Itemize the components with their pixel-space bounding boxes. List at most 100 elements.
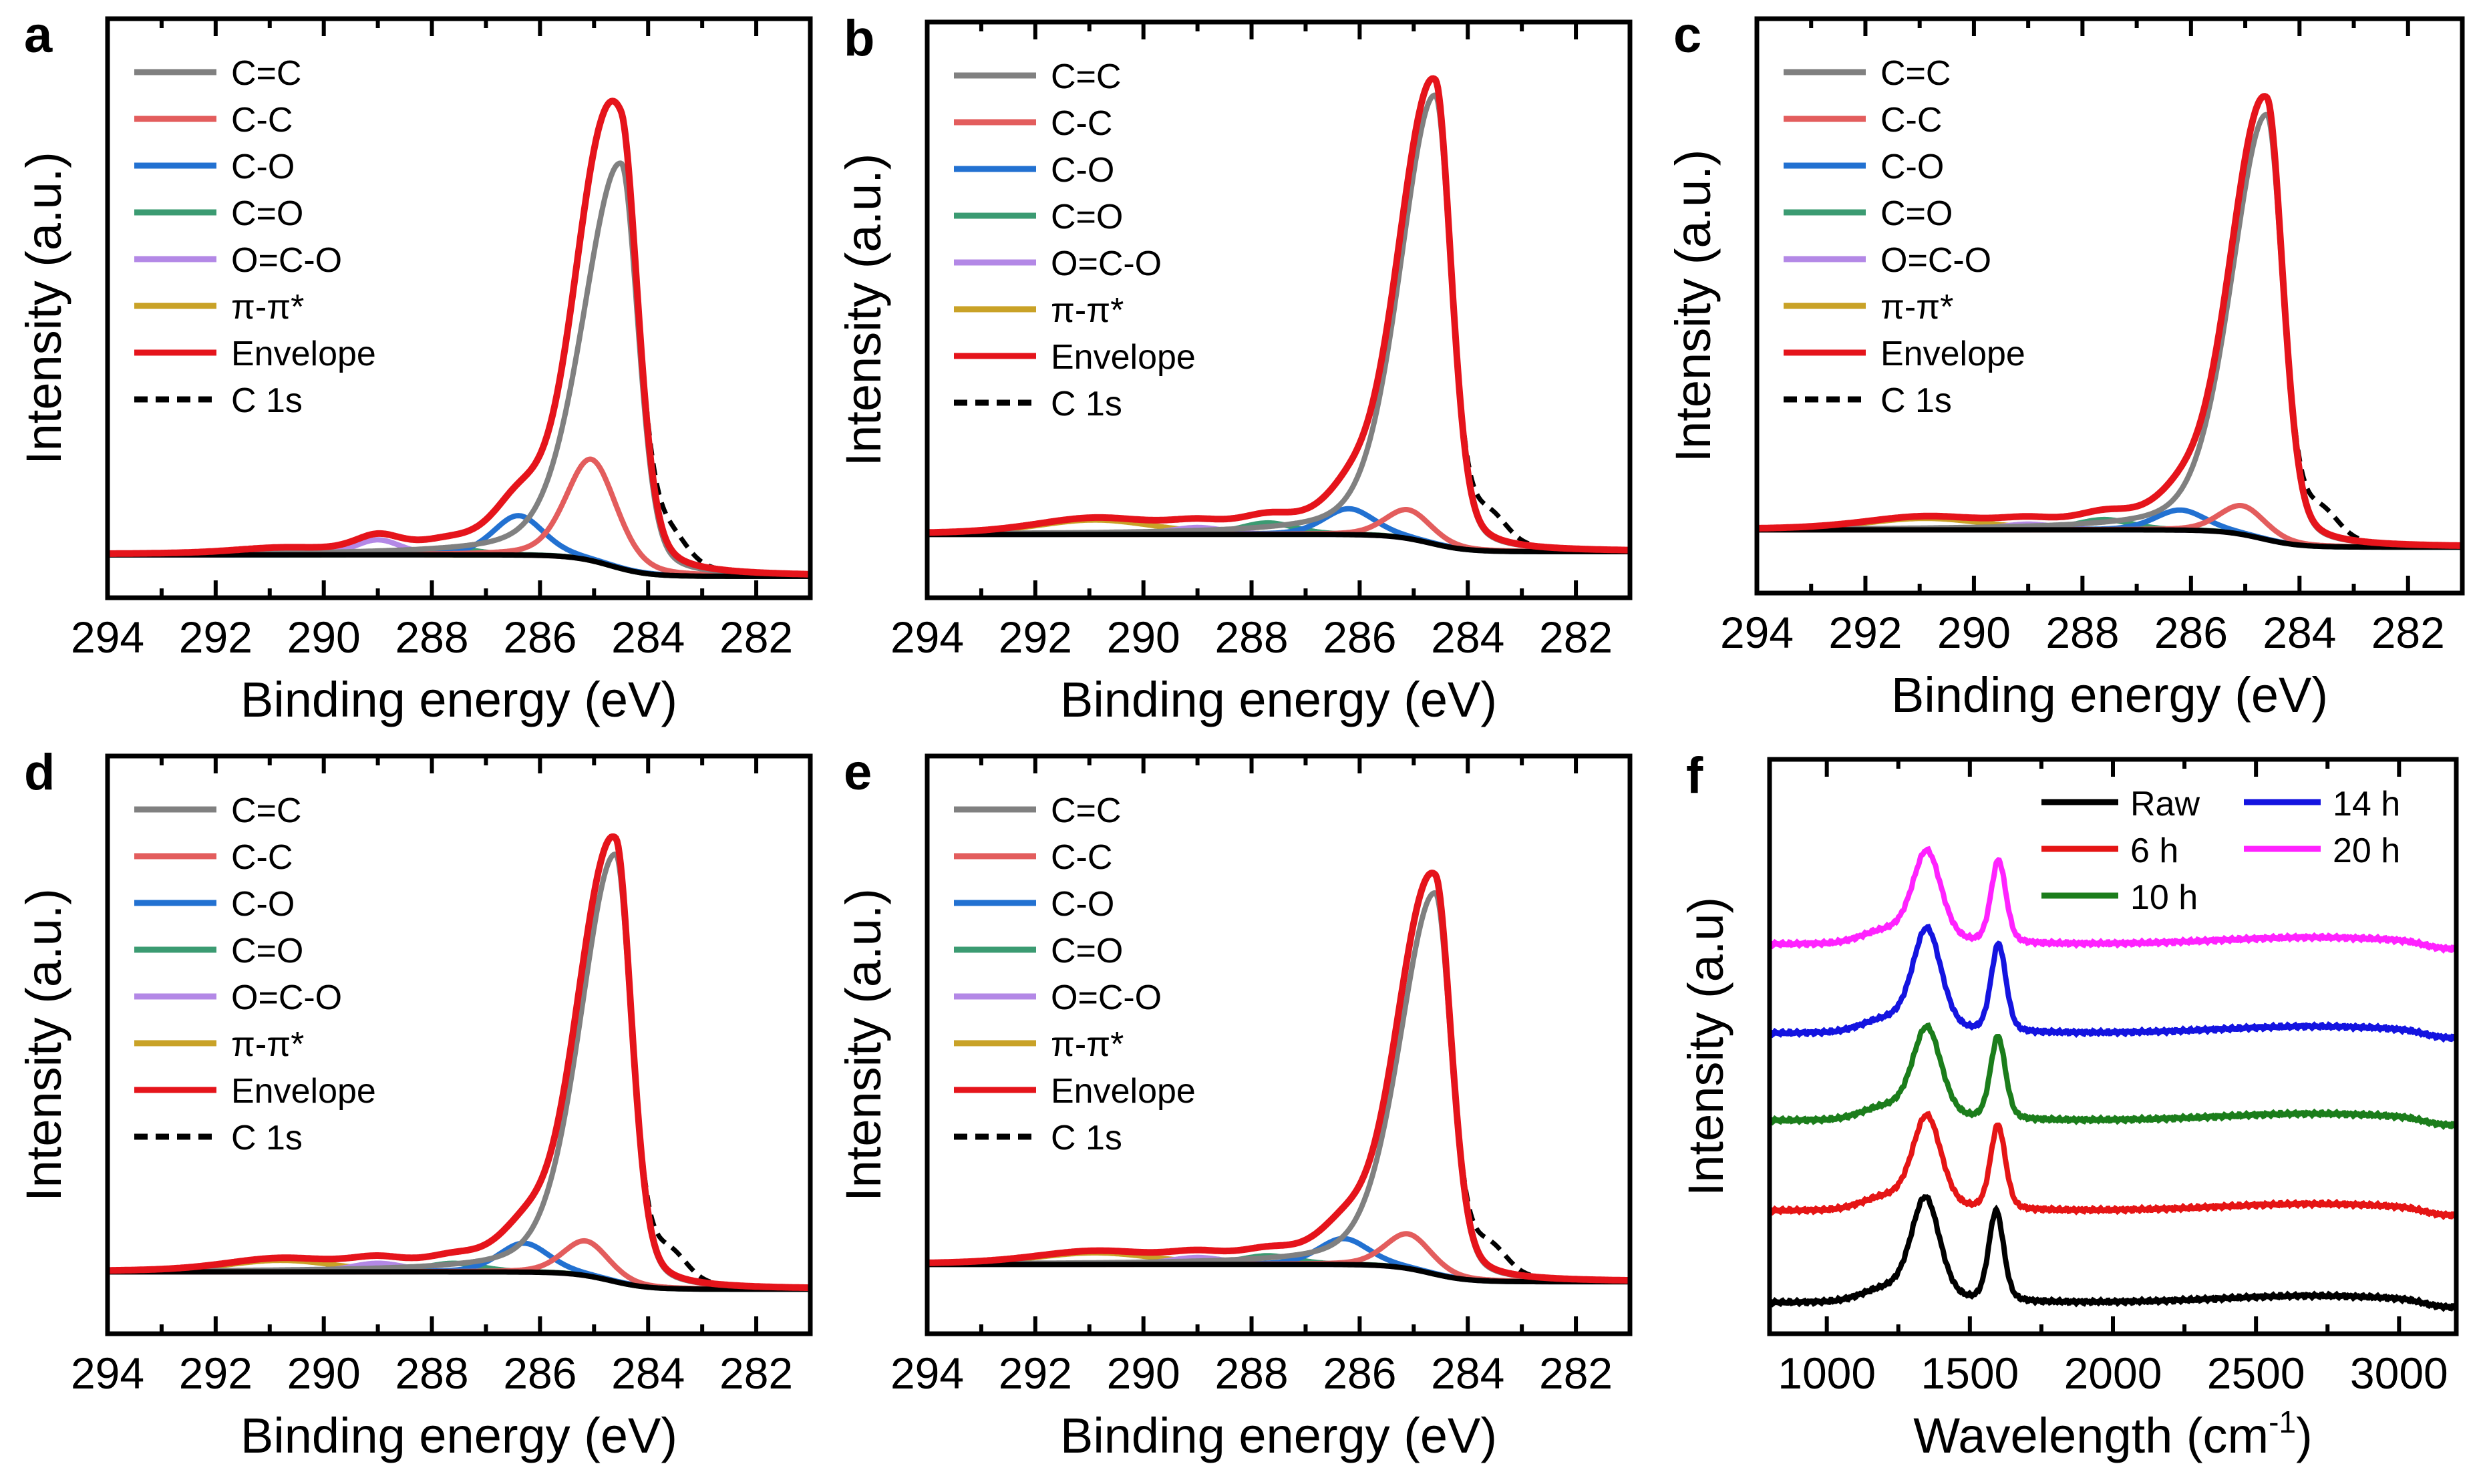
legend-label: O=C-O: [231, 978, 342, 1017]
legend-label: C=O: [1051, 932, 1123, 970]
legend-label: C-O: [1880, 148, 1944, 186]
x-axis-label: Binding energy (eV): [240, 672, 677, 727]
legend-label: C-O: [231, 885, 295, 924]
x-tick-label: 284: [1431, 1348, 1504, 1398]
plot-frame: [925, 753, 1633, 1336]
legend-label: 6 h: [2130, 831, 2178, 870]
legend-label: Envelope: [1051, 338, 1196, 377]
raman-curve-6h: [1770, 1111, 2456, 1220]
plot-area: [927, 870, 1630, 1285]
component-curve-C=C: [108, 852, 810, 1291]
x-tick-label: 282: [2371, 608, 2445, 657]
legend-label: C=C: [231, 791, 301, 830]
x-tick-label: 284: [611, 1348, 685, 1398]
legend-label: O=C-O: [1880, 241, 1991, 280]
legend-label: C=O: [231, 194, 303, 233]
x-tick-label: 286: [503, 612, 576, 662]
x-axis-label-main: Wavelength (cm: [1913, 1408, 2269, 1463]
component-curve-C=C: [1757, 112, 2462, 549]
x-tick-label: 294: [71, 612, 144, 662]
c1s-data-curve: [927, 870, 1630, 1283]
raman-curve-14h: [1770, 924, 2456, 1043]
c1s-data-curve: [108, 833, 810, 1290]
y-axis-label: Intensity (a.u.): [836, 888, 891, 1201]
x-tick-label: 286: [503, 1348, 576, 1398]
y-axis-label: Intensity (a.u.): [16, 888, 71, 1201]
raman-curve-Raw: [1770, 1194, 2456, 1312]
x-tick-label: 292: [179, 612, 253, 662]
component-curve-C=C: [108, 160, 810, 578]
x-tick-label: 284: [611, 612, 685, 662]
x-axis-label: Binding energy (eV): [1060, 1408, 1497, 1463]
x-tick-label: 290: [1107, 612, 1180, 662]
legend-label: C-C: [1051, 104, 1112, 143]
legend-label: Envelope: [231, 335, 376, 373]
background-curve: [927, 1262, 1630, 1285]
x-axis-label: Binding energy (eV): [1060, 672, 1497, 727]
legend-label: C-O: [1051, 151, 1114, 190]
plot-area: [927, 75, 1630, 554]
x-tick-label: 290: [1937, 608, 2011, 657]
panel-label: c: [1673, 7, 1701, 63]
x-axis-label: Binding energy (eV): [240, 1408, 677, 1463]
background-curve: [1757, 527, 2462, 550]
panel-d: d C=C C-C C-O C=O O=C-O π-π* Envelope C 1s 294 292…: [16, 744, 813, 1463]
x-tick-label: 286: [2154, 608, 2228, 657]
plot-frame: [925, 19, 1633, 600]
x-tick-label: 292: [179, 1348, 253, 1398]
x-tick-label: 286: [1323, 1348, 1396, 1398]
legend-label: C=O: [1051, 198, 1123, 236]
legend-label: C-O: [231, 148, 295, 186]
x-tick-label: 288: [395, 612, 468, 662]
envelope-curve: [927, 75, 1630, 554]
legend-label: C 1s: [1880, 381, 1952, 420]
legend-label: C 1s: [231, 1119, 303, 1157]
c1s-data-curve: [108, 98, 810, 577]
x-tick-label: 288: [1214, 1348, 1288, 1398]
c1s-data-curve: [927, 75, 1630, 553]
legend-label: C-C: [1880, 101, 1942, 140]
panel-f: f Raw 6 h 10 h 14 h 20 h 1000 1500 2000 2500 3000 W…: [1678, 747, 2459, 1463]
raman-curve-20h: [1770, 846, 2456, 954]
y-axis-label: Intensity (a.u.): [1665, 150, 1721, 463]
y-axis-label: Intensity (a.u): [1678, 897, 1733, 1196]
envelope-curve: [108, 833, 810, 1292]
x-tick-label: 288: [1214, 612, 1288, 662]
x-tick-label: 284: [2263, 608, 2336, 657]
plot-area: [108, 98, 810, 579]
x-tick-label: 282: [1539, 1348, 1613, 1398]
legend-label: π-π*: [1880, 288, 1953, 327]
envelope-curve: [927, 870, 1630, 1284]
x-tick-label: 1500: [1921, 1348, 2019, 1398]
plot-frame: [105, 16, 813, 600]
x-tick-label: 286: [1323, 612, 1396, 662]
legend-label: C-C: [231, 101, 293, 140]
legend-label: C=O: [1880, 194, 1953, 233]
legend-label: O=C-O: [231, 241, 342, 280]
x-tick-label: 294: [71, 1348, 144, 1398]
legend-label: C=C: [1051, 791, 1121, 830]
y-axis-label: Intensity (a.u.): [16, 152, 71, 465]
legend-label: π-π*: [231, 288, 304, 327]
legend-label: C=C: [1880, 54, 1951, 93]
plot-frame: [1754, 16, 2465, 596]
x-tick-label: 282: [719, 612, 793, 662]
plot-frame: [1767, 757, 2459, 1336]
panel-a: a C=C C-C C-O C=O O=C-O π-π* Envelope C 1s 294 292…: [16, 7, 813, 727]
x-tick-label: 288: [395, 1348, 468, 1398]
x-tick-label: 282: [1539, 612, 1613, 662]
component-curve-C=C: [927, 92, 1630, 554]
panel-label: a: [24, 7, 53, 63]
legend-label: C-O: [1051, 885, 1114, 924]
x-axis-label: Binding energy (eV): [1891, 667, 2328, 723]
panel-label: e: [844, 744, 872, 801]
legend-label: 10 h: [2130, 878, 2198, 917]
x-tick-label: 294: [890, 612, 964, 662]
component-curve-C-C: [108, 456, 810, 579]
legend-label: O=C-O: [1051, 244, 1162, 283]
legend-label: C 1s: [1051, 1119, 1122, 1157]
x-tick-label: 290: [287, 1348, 361, 1398]
x-tick-label: 292: [999, 612, 1072, 662]
x-axis-label-end: ): [2296, 1408, 2313, 1463]
